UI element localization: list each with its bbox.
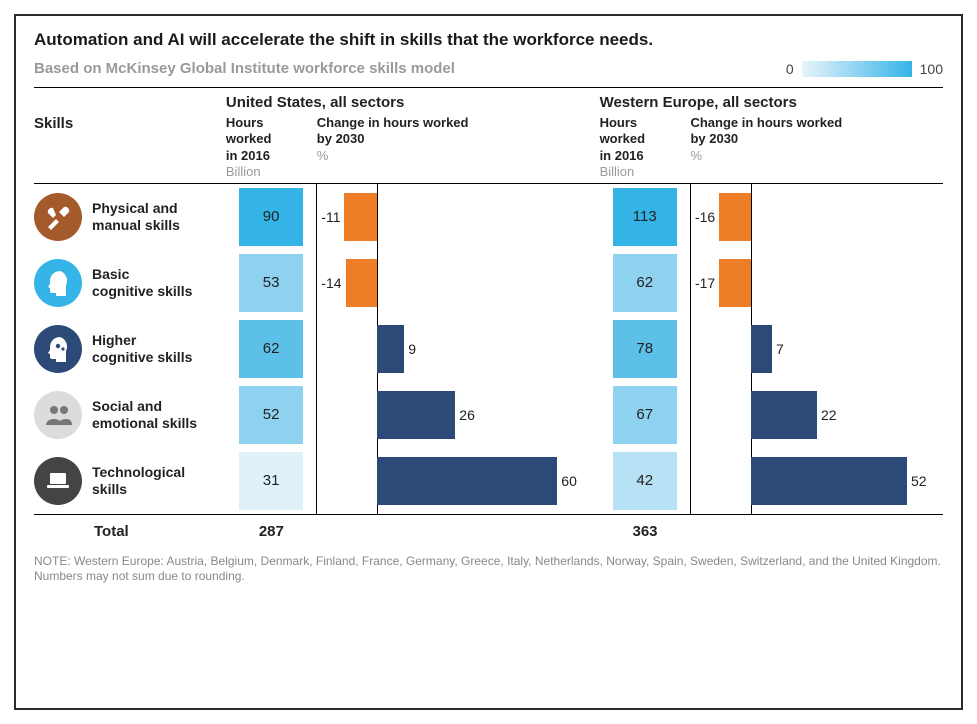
change-cell: 9 (317, 316, 569, 382)
skill-row: Basiccognitive skills 53 -14 62 -17 (34, 250, 943, 316)
change-cell: 22 (690, 382, 943, 448)
skill-row: Social andemotional skills 52 26 67 22 (34, 382, 943, 448)
total-row: Total 287 363 (34, 514, 943, 548)
region-header-row: United States, all sectors Western Europ… (34, 88, 943, 116)
zero-axis (751, 250, 752, 316)
hours-header-1: Hoursworkedin 2016 Billion (600, 115, 691, 183)
change-bar (751, 391, 817, 439)
head-icon (34, 259, 82, 307)
skills-table: United States, all sectors Western Europ… (34, 87, 943, 548)
people-icon (34, 391, 82, 439)
region-name-0: United States, all sectors (226, 88, 569, 116)
skill-row: Physical andmanual skills 90 -11 113 -16 (34, 183, 943, 250)
skill-name: Basiccognitive skills (92, 266, 192, 300)
change-bar (346, 259, 378, 307)
hours-value: 53 (239, 254, 303, 312)
change-bar (719, 193, 751, 241)
hours-value: 62 (239, 320, 303, 378)
hours-value: 113 (613, 188, 677, 246)
hours-value: 31 (239, 452, 303, 510)
hours-value: 62 (613, 254, 677, 312)
change-value: -11 (317, 209, 344, 225)
hours-value: 90 (239, 188, 303, 246)
change-value: -14 (317, 275, 345, 291)
skill-row: Highercognitive skills 62 9 78 7 (34, 316, 943, 382)
zero-axis (377, 184, 378, 250)
change-bar (377, 457, 557, 505)
change-bar (751, 325, 772, 373)
skill-name: Physical andmanual skills (92, 200, 180, 234)
change-value: 9 (404, 341, 420, 357)
color-legend: 0 100 (786, 61, 943, 77)
change-cell: 26 (317, 382, 569, 448)
change-value: 52 (907, 473, 931, 489)
region-name-1: Western Europe, all sectors (600, 88, 943, 116)
legend-gradient (802, 61, 912, 77)
change-cell: 7 (690, 316, 943, 382)
hours-value: 52 (239, 386, 303, 444)
change-bar (344, 193, 377, 241)
hours-value: 67 (613, 386, 677, 444)
tools-icon (34, 193, 82, 241)
change-bar (719, 259, 751, 307)
skill-row: Technologicalskills31604252 (34, 448, 943, 515)
change-cell: 52 (690, 448, 943, 515)
change-header-0: Change in hours workedby 2030 % (317, 115, 569, 183)
change-cell: 60 (317, 448, 569, 515)
change-value: -16 (691, 209, 719, 225)
subtitle-row: Based on McKinsey Global Institute workf… (34, 60, 943, 77)
change-cell: -17 (690, 250, 943, 316)
change-value: 7 (772, 341, 788, 357)
skill-name: Technologicalskills (92, 464, 185, 498)
change-bar (377, 325, 404, 373)
zero-axis (751, 184, 752, 250)
column-header-row: Skills Hoursworkedin 2016 Billion Change… (34, 115, 943, 183)
chart-title: Automation and AI will accelerate the sh… (34, 30, 943, 50)
total-1: 363 (600, 514, 691, 548)
change-header-1: Change in hours workedby 2030 % (690, 115, 943, 183)
total-label: Total (34, 514, 226, 548)
chart-frame: Automation and AI will accelerate the sh… (14, 14, 963, 710)
change-value: 26 (455, 407, 479, 423)
hours-header-0: Hoursworkedin 2016 Billion (226, 115, 317, 183)
change-cell: -14 (317, 250, 569, 316)
change-value: 60 (557, 473, 581, 489)
change-bar (377, 391, 455, 439)
head-gears-icon (34, 325, 82, 373)
legend-max: 100 (920, 61, 943, 77)
footnote: NOTE: Western Europe: Austria, Belgium, … (34, 554, 943, 585)
change-bar (751, 457, 907, 505)
change-value: -17 (691, 275, 719, 291)
change-cell: -11 (317, 183, 569, 250)
zero-axis (377, 250, 378, 316)
hours-value: 42 (613, 452, 677, 510)
skill-name: Social andemotional skills (92, 398, 197, 432)
skill-name: Highercognitive skills (92, 332, 192, 366)
laptop-icon (34, 457, 82, 505)
chart-subtitle: Based on McKinsey Global Institute workf… (34, 60, 455, 77)
skills-col-label: Skills (34, 115, 226, 183)
total-0: 287 (226, 514, 317, 548)
hours-value: 78 (613, 320, 677, 378)
change-cell: -16 (690, 183, 943, 250)
legend-min: 0 (786, 61, 794, 77)
change-value: 22 (817, 407, 841, 423)
